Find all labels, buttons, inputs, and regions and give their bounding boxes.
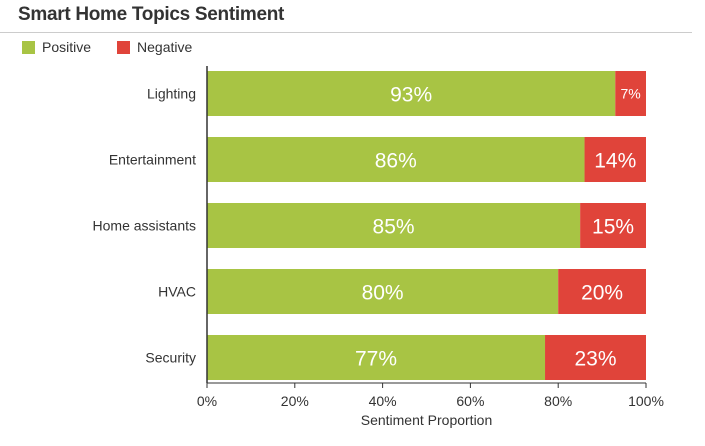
data-label-negative-home-assistants: 15% xyxy=(592,216,634,239)
data-label-positive-home-assistants: 85% xyxy=(373,216,415,239)
bar-negative-security xyxy=(545,335,646,380)
x-tick-label-1: 20% xyxy=(281,393,309,409)
category-label-security: Security xyxy=(145,350,196,366)
data-label-positive-hvac: 80% xyxy=(362,282,404,305)
legend-item-positive[interactable]: Positive xyxy=(22,39,91,55)
legend-swatch-positive xyxy=(22,40,35,54)
category-label-hvac: HVAC xyxy=(158,284,196,300)
x-tick-label-4: 80% xyxy=(544,393,572,409)
bar-positive-lighting xyxy=(207,71,616,116)
data-label-negative-lighting: 7% xyxy=(621,86,641,102)
data-label-negative-hvac: 20% xyxy=(581,282,623,305)
legend-item-negative[interactable]: Negative xyxy=(117,39,192,55)
bar-negative-lighting xyxy=(615,71,646,116)
category-label-lighting: Lighting xyxy=(147,86,196,102)
x-tick-label-0: 0% xyxy=(197,393,217,409)
bar-positive-entertainment xyxy=(207,137,585,182)
data-label-positive-security: 77% xyxy=(355,348,397,371)
x-tick-label-3: 60% xyxy=(456,393,484,409)
data-label-positive-lighting: 93% xyxy=(390,84,432,107)
legend: Positive Negative xyxy=(22,39,218,55)
bar-negative-home-assistants xyxy=(580,203,646,248)
data-label-negative-entertainment: 14% xyxy=(594,150,636,173)
x-tick-label-2: 40% xyxy=(369,393,397,409)
x-axis-title: Sentiment Proportion xyxy=(361,412,493,428)
legend-label-positive: Positive xyxy=(42,39,92,55)
bar-negative-entertainment xyxy=(584,137,646,182)
category-label-entertainment: Entertainment xyxy=(109,152,196,168)
bar-positive-hvac xyxy=(207,269,559,314)
bar-negative-hvac xyxy=(558,269,646,314)
title-divider xyxy=(0,32,692,33)
chart-title: Smart Home Topics Sentiment xyxy=(18,4,285,25)
data-label-negative-security: 23% xyxy=(574,348,616,371)
data-label-positive-entertainment: 86% xyxy=(375,150,417,173)
legend-label-negative: Negative xyxy=(137,39,193,55)
legend-swatch-negative xyxy=(117,40,131,54)
x-tick-label-5: 100% xyxy=(628,393,664,409)
category-label-home-assistants: Home assistants xyxy=(93,218,196,234)
bar-positive-home-assistants xyxy=(207,203,581,248)
bar-positive-security xyxy=(207,335,546,380)
